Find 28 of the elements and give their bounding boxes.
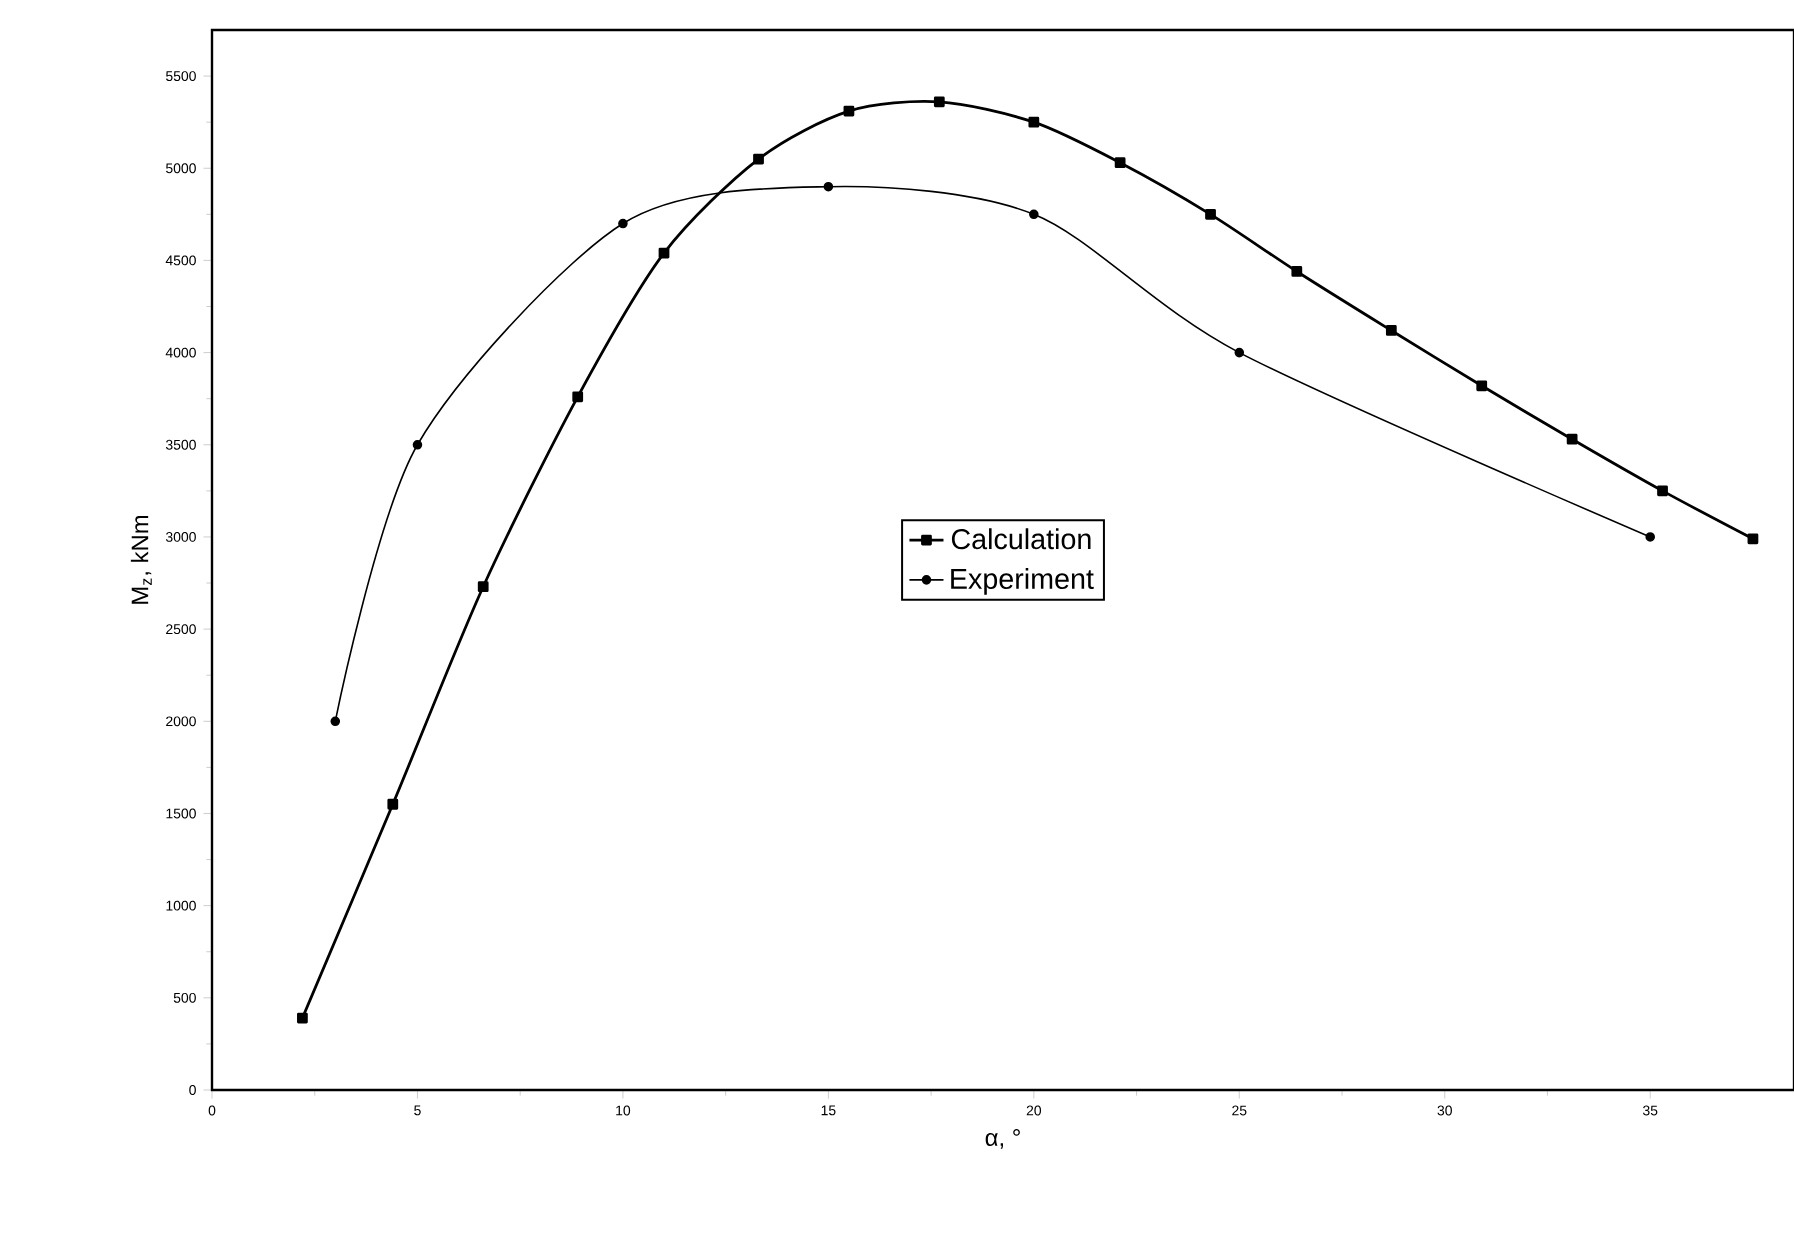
point (843, 105, 855, 117)
point (658, 247, 670, 259)
point (1566, 433, 1578, 445)
point (1029, 209, 1039, 220)
point (1645, 532, 1655, 542)
point (572, 391, 584, 403)
point (330, 716, 341, 727)
point (1205, 208, 1216, 220)
y-axis-title: M$_{z}$, kNm (130, 515, 152, 604)
point (387, 798, 399, 810)
point (823, 181, 834, 192)
point (1028, 116, 1040, 128)
point (1747, 533, 1759, 545)
point (618, 218, 628, 229)
point (1234, 347, 1245, 358)
legend-label: Calculation (951, 528, 1091, 550)
point (1114, 157, 1126, 169)
point (297, 1012, 308, 1024)
x-axis-title: α, ° (985, 1129, 1020, 1149)
point (933, 96, 945, 108)
point (753, 153, 764, 165)
legend-label: Experiment (951, 567, 1094, 595)
point (412, 439, 423, 450)
point (1291, 266, 1303, 277)
point (477, 581, 489, 593)
point (1385, 325, 1397, 336)
point (1657, 485, 1668, 497)
point (1476, 380, 1488, 392)
